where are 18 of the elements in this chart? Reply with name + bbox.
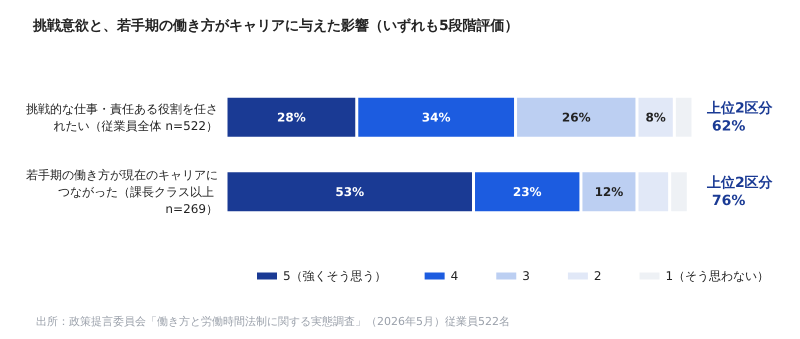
data-label: 26% bbox=[562, 110, 591, 124]
legend-label: 1（そう思わない） bbox=[666, 269, 770, 283]
data-label: 34% bbox=[422, 110, 451, 124]
data-label: 23% bbox=[512, 184, 542, 199]
y-tick-label: 挑戦的な仕事・責任ある役割を任されたい（従業員全体 n=522） bbox=[26, 102, 218, 133]
legend-label: 3 bbox=[522, 269, 530, 283]
chart-title: 挑戦意欲と、若手期の働き方がキャリアに与えた影響（いずれも5段階評価） bbox=[32, 17, 519, 34]
data-label: 28% bbox=[277, 110, 306, 124]
data-label: 8% bbox=[645, 110, 666, 124]
legend-label: 4 bbox=[450, 269, 458, 283]
data-label: 12% bbox=[594, 184, 624, 199]
text: 出所：政策提言委員会「働き方と労働時間法制に関する実態調査」（2026年5月）従業員522名 bbox=[36, 315, 510, 328]
legend-label: 5（強くそう思う） bbox=[283, 269, 387, 283]
text: 上位2区分 62% bbox=[706, 100, 774, 134]
legend-label: 2 bbox=[594, 269, 602, 283]
text: 上位2区分 76% bbox=[706, 174, 774, 209]
data-label: 53% bbox=[335, 184, 364, 199]
y-tick-label: 若手期の働き方が現在のキャリアにつながった（課長クラス以上 n=269） bbox=[26, 168, 218, 216]
